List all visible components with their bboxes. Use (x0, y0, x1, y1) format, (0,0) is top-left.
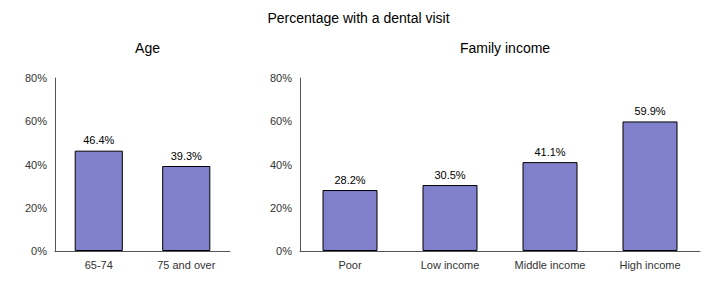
svg-text:41.1%: 41.1% (534, 146, 565, 158)
svg-text:High income: High income (619, 259, 680, 271)
svg-text:46.4%: 46.4% (83, 134, 114, 146)
svg-text:65-74: 65-74 (85, 259, 113, 271)
svg-text:Age: Age (135, 40, 160, 56)
svg-text:Low income: Low income (421, 259, 480, 271)
svg-text:59.9%: 59.9% (634, 105, 665, 117)
svg-text:20%: 20% (270, 202, 292, 214)
svg-text:20%: 20% (25, 202, 47, 214)
svg-text:Middle income: Middle income (515, 259, 586, 271)
svg-text:60%: 60% (270, 115, 292, 127)
svg-text:30.5%: 30.5% (434, 169, 465, 181)
svg-text:40%: 40% (270, 159, 292, 171)
svg-text:40%: 40% (25, 159, 47, 171)
svg-text:39.3%: 39.3% (171, 150, 202, 162)
svg-text:0%: 0% (31, 245, 47, 257)
svg-text:80%: 80% (25, 72, 47, 84)
svg-text:60%: 60% (25, 115, 47, 127)
svg-text:Poor: Poor (338, 259, 362, 271)
svg-text:Percentage with a dental visit: Percentage with a dental visit (267, 10, 449, 26)
svg-text:28.2%: 28.2% (334, 174, 365, 186)
svg-text:80%: 80% (270, 72, 292, 84)
svg-text:Family income: Family income (460, 40, 550, 56)
svg-text:75 and over: 75 and over (157, 259, 215, 271)
svg-text:0%: 0% (276, 245, 292, 257)
